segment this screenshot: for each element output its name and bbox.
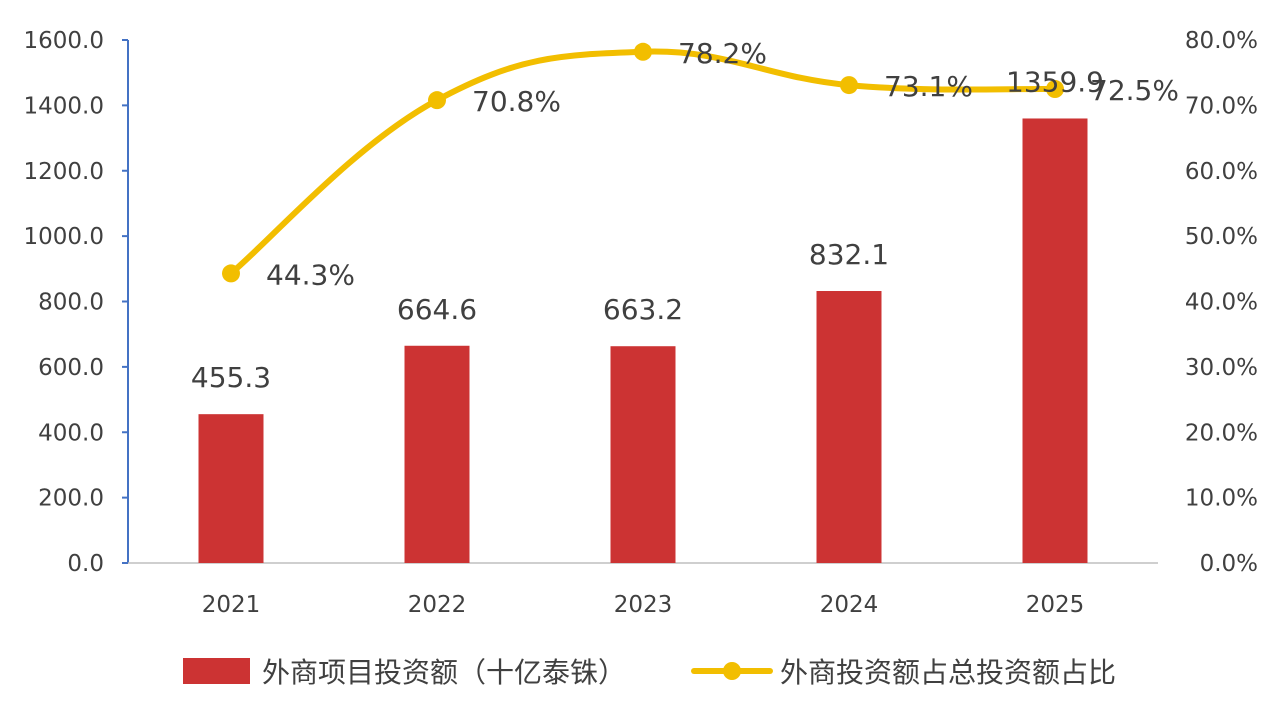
- x-tick-label: 2023: [614, 592, 673, 618]
- y-left-tick-label: 0.0: [67, 551, 104, 577]
- data-labels: 455.3 664.6 663.2 832.1 1359.9 44.3% 70.8% 78.2…: [191, 37, 1179, 394]
- axes: 0.0 200.0 400.0 600.0 800.0 1000.0 1200.0 1400.…: [24, 28, 1258, 618]
- bar-value-label: 832.1: [809, 238, 889, 271]
- y-left-tick-label: 200.0: [38, 486, 104, 512]
- line-value-label: 44.3%: [266, 258, 355, 291]
- legend-line-label: 外商投资额占总投资额占比: [780, 656, 1116, 689]
- bar-value-label: 664.6: [397, 293, 477, 326]
- line-point: [634, 42, 652, 61]
- legend-line-marker: [723, 662, 741, 680]
- line-value-label: 73.1%: [884, 70, 973, 103]
- line-value-label: 70.8%: [472, 85, 561, 118]
- y-right-tick-label: 70.0%: [1185, 93, 1258, 119]
- y-left-tick-label: 800.0: [38, 290, 104, 316]
- line-point: [1046, 80, 1064, 99]
- line-series: [222, 42, 1064, 283]
- y-left-tick-label: 1600.0: [24, 28, 104, 54]
- bar: [610, 346, 676, 563]
- line-value-label: 72.5%: [1090, 74, 1179, 107]
- y-left-tick-label: 1200.0: [24, 159, 104, 185]
- y-right-tick-label: 60.0%: [1185, 159, 1258, 185]
- legend: 外商项目投资额（十亿泰铢） 外商投资额占总投资额占比: [183, 656, 1116, 689]
- bar: [198, 414, 264, 563]
- legend-bar-label: 外商项目投资额（十亿泰铢）: [262, 656, 626, 689]
- bar-value-label: 663.2: [603, 293, 683, 326]
- x-tick-label: 2024: [820, 592, 879, 618]
- bar: [1022, 118, 1088, 563]
- x-tick-label: 2025: [1026, 592, 1085, 618]
- line-point: [428, 91, 446, 110]
- y-left-tick-label: 1400.0: [24, 93, 104, 119]
- y-left-tick-label: 1000.0: [24, 224, 104, 250]
- y-right-tick-label: 40.0%: [1185, 290, 1258, 316]
- line-point: [840, 76, 858, 95]
- legend-bar-swatch: [183, 658, 250, 684]
- bar: [816, 291, 882, 563]
- y-right-tick-label: 20.0%: [1185, 420, 1258, 446]
- line-point: [222, 264, 240, 283]
- y-right-tick-label: 50.0%: [1185, 224, 1258, 250]
- x-tick-label: 2022: [408, 592, 467, 618]
- y-right-tick-label: 0.0%: [1200, 551, 1258, 577]
- y-left-tick-label: 600.0: [38, 355, 104, 381]
- x-tick-label: 2021: [202, 592, 261, 618]
- bar-value-label: 1359.9: [1006, 65, 1104, 98]
- y-right-tick-label: 30.0%: [1185, 355, 1258, 381]
- bar-series: [198, 118, 1088, 563]
- y-left-tick-label: 400.0: [38, 420, 104, 446]
- y-right-tick-label: 80.0%: [1185, 28, 1258, 54]
- bar-value-label: 455.3: [191, 361, 271, 394]
- line-value-label: 78.2%: [678, 37, 767, 70]
- bar: [404, 345, 470, 563]
- y-right-tick-label: 10.0%: [1185, 486, 1258, 512]
